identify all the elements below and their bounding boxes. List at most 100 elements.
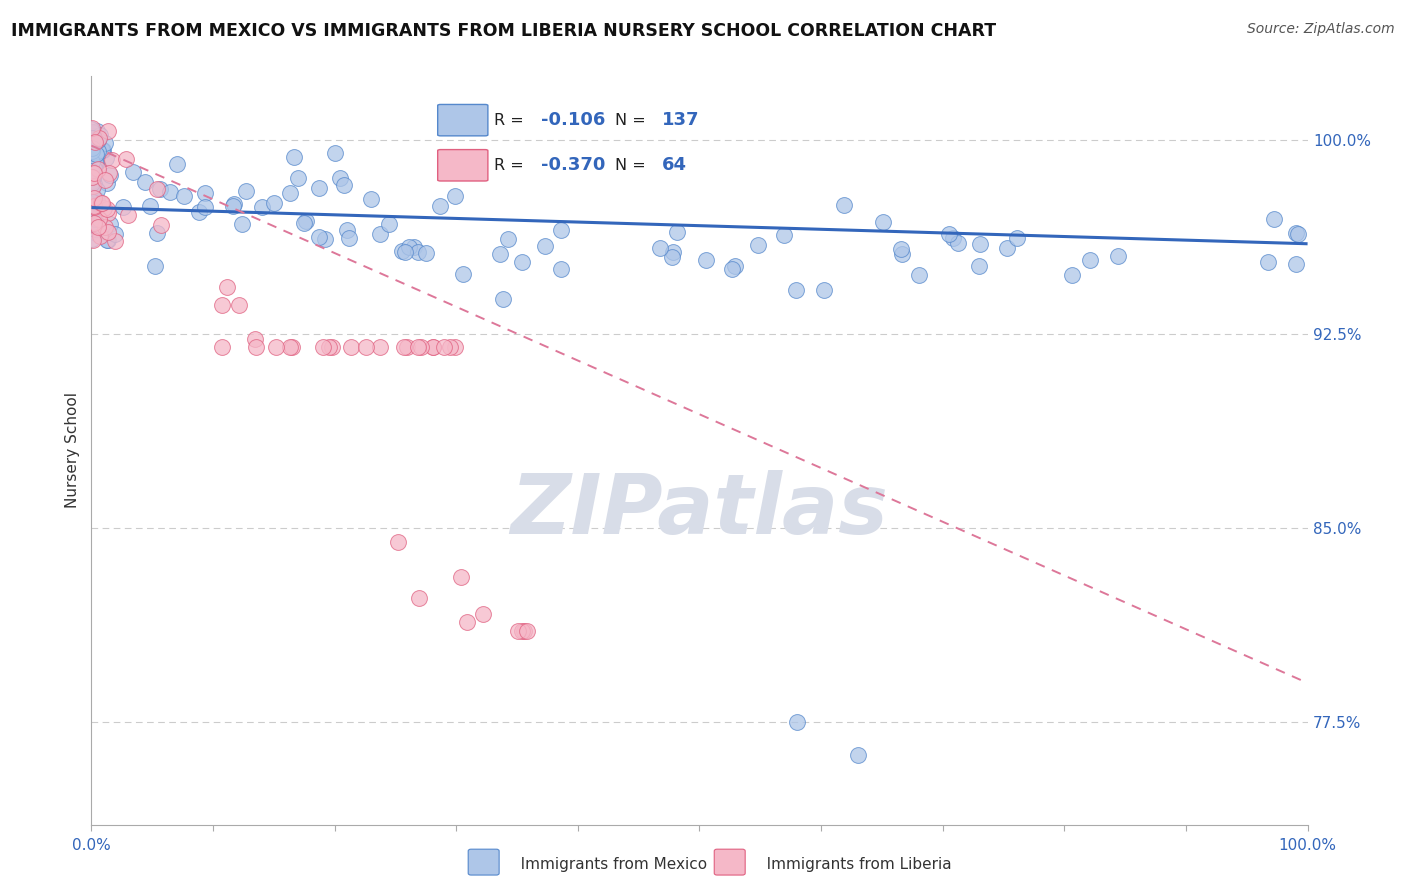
- Point: [83, 199, 105, 213]
- Point: [97, 124, 120, 138]
- Point: [747, 238, 769, 252]
- Point: [287, 170, 309, 185]
- Point: [406, 245, 429, 260]
- Point: [231, 217, 253, 231]
- Point: [395, 340, 418, 354]
- Point: [104, 227, 127, 241]
- Point: [392, 340, 415, 354]
- Point: [93, 136, 115, 150]
- Point: [194, 200, 217, 214]
- Point: [117, 208, 139, 222]
- Point: [148, 182, 170, 196]
- Point: [83, 161, 105, 176]
- Point: [80, 178, 103, 193]
- Point: [995, 241, 1018, 255]
- Point: [82, 135, 104, 149]
- Point: [97, 206, 120, 220]
- Point: [91, 143, 114, 157]
- Point: [228, 298, 250, 312]
- FancyBboxPatch shape: [437, 150, 488, 181]
- Point: [433, 340, 456, 354]
- Point: [510, 624, 533, 639]
- Point: [82, 170, 104, 185]
- Point: [188, 205, 211, 219]
- Point: [80, 121, 103, 136]
- Point: [942, 231, 965, 245]
- Point: [82, 176, 104, 190]
- Point: [813, 283, 835, 297]
- Point: [321, 340, 343, 354]
- Point: [86, 162, 108, 177]
- Point: [281, 340, 304, 354]
- Point: [513, 624, 536, 639]
- Point: [721, 262, 744, 277]
- Point: [80, 220, 103, 235]
- Point: [661, 250, 683, 264]
- Point: [890, 243, 912, 257]
- Text: Source: ZipAtlas.com: Source: ZipAtlas.com: [1247, 22, 1395, 37]
- Point: [145, 259, 167, 273]
- Point: [308, 181, 330, 195]
- Point: [83, 201, 105, 215]
- Text: Immigrants from Liberia: Immigrants from Liberia: [752, 857, 952, 872]
- Point: [84, 222, 107, 236]
- Point: [83, 155, 105, 169]
- Point: [872, 215, 894, 229]
- Point: [84, 211, 107, 226]
- Point: [87, 197, 110, 211]
- Point: [785, 284, 807, 298]
- Point: [415, 246, 437, 260]
- Point: [250, 200, 273, 214]
- Text: IMMIGRANTS FROM MEXICO VS IMMIGRANTS FROM LIBERIA NURSERY SCHOOL CORRELATION CHA: IMMIGRANTS FROM MEXICO VS IMMIGRANTS FRO…: [11, 22, 997, 40]
- Point: [312, 340, 335, 354]
- Point: [82, 194, 104, 209]
- Point: [82, 172, 104, 186]
- Point: [173, 188, 195, 202]
- Point: [695, 253, 717, 268]
- Point: [121, 165, 143, 179]
- Point: [967, 259, 990, 273]
- Point: [194, 186, 217, 201]
- FancyBboxPatch shape: [437, 104, 488, 136]
- Text: -0.106: -0.106: [541, 112, 606, 129]
- Point: [550, 262, 572, 277]
- Point: [93, 202, 115, 216]
- Point: [422, 340, 444, 354]
- Point: [89, 212, 111, 227]
- Point: [83, 135, 105, 149]
- Text: R =: R =: [494, 158, 523, 173]
- Point: [112, 200, 135, 214]
- Point: [86, 133, 108, 147]
- Point: [439, 340, 461, 354]
- Point: [846, 748, 869, 763]
- Point: [496, 231, 519, 245]
- Point: [1257, 254, 1279, 268]
- Point: [96, 177, 118, 191]
- Point: [98, 168, 121, 182]
- Point: [83, 137, 105, 152]
- Point: [83, 202, 105, 217]
- Point: [243, 332, 266, 346]
- Text: ZIPatlas: ZIPatlas: [510, 470, 889, 551]
- Point: [82, 192, 104, 206]
- Point: [333, 178, 356, 193]
- Point: [146, 182, 169, 196]
- Point: [444, 189, 467, 203]
- Point: [82, 202, 104, 217]
- Point: [86, 124, 108, 138]
- Point: [1263, 212, 1285, 227]
- Point: [318, 340, 340, 354]
- Point: [138, 199, 160, 213]
- Point: [84, 194, 107, 209]
- Point: [1005, 231, 1028, 245]
- Point: [80, 125, 103, 139]
- Text: -0.370: -0.370: [541, 156, 606, 174]
- Point: [211, 340, 233, 354]
- Point: [292, 216, 315, 230]
- Point: [408, 591, 430, 606]
- Point: [370, 227, 392, 241]
- Point: [409, 340, 432, 354]
- Point: [1286, 227, 1309, 242]
- Point: [264, 340, 287, 354]
- Point: [80, 155, 103, 169]
